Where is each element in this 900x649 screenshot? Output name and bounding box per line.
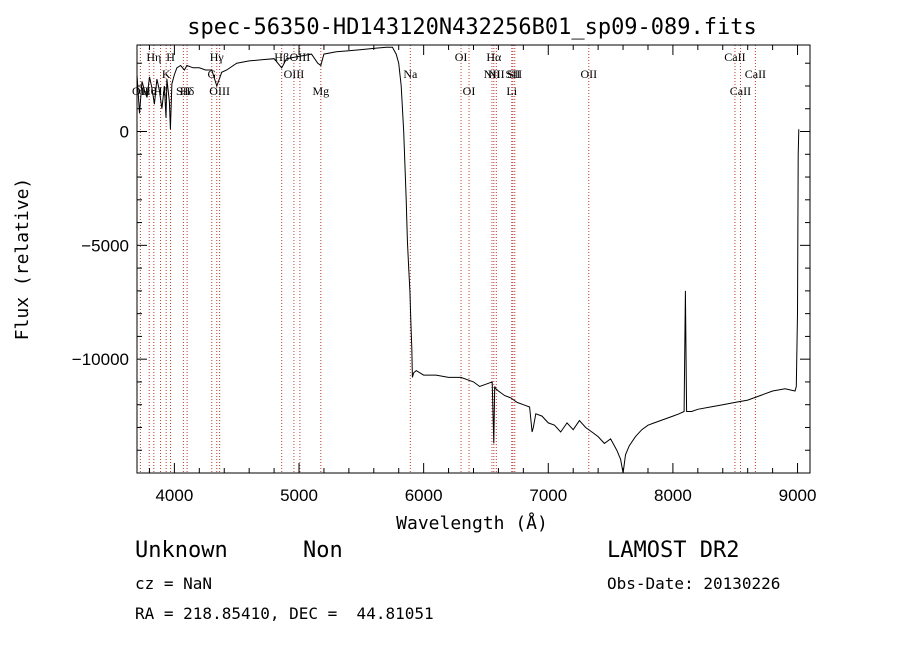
y-tick-label-0: 0 xyxy=(120,123,129,142)
x-tick-label-4000: 4000 xyxy=(155,486,193,505)
x-axis: 4000 5000 6000 7000 8000 9000 xyxy=(148,45,817,505)
y-tick-label--5000: −5000 xyxy=(81,236,129,255)
spectral-marker-label-4: K xyxy=(162,67,171,81)
footer-coordinates: RA = 218.85410, DEC = 44.81051 xyxy=(135,604,434,623)
spectral-marker-label-18: NII xyxy=(484,67,501,81)
spectral-marker-label-0: OII xyxy=(132,84,149,98)
spectral-marker-label-5: H xyxy=(166,50,175,64)
spectral-marker-label-14: Mg xyxy=(312,84,329,98)
x-tick-label-6000: 6000 xyxy=(405,486,443,505)
spectral-marker-label-3: Hζ xyxy=(154,84,168,98)
spectral-marker-label-6: SII xyxy=(176,84,191,98)
spectral-marker-label-16: OI xyxy=(455,50,468,64)
plot-frame xyxy=(136,44,811,474)
footer-survey: LAMOST DR2 xyxy=(607,538,740,563)
y-axis: 0 −5000 −10000 xyxy=(72,62,810,451)
y-tick-label--10000: −10000 xyxy=(72,350,129,369)
spectral-marker-label-27: CaII xyxy=(745,67,766,81)
spectral-marker-label-17: OI xyxy=(463,84,476,98)
x-axis-label: Wavelength (Å) xyxy=(396,512,548,534)
spectral-marker-label-12: OIII xyxy=(284,67,305,81)
x-tick-label-5000: 5000 xyxy=(280,486,318,505)
spectral-marker-label-11: Hβ xyxy=(274,50,289,64)
spectral-marker-label-26: CaII xyxy=(730,84,751,98)
spectral-marker-label-10: OIII xyxy=(209,84,230,98)
chart-title: spec-56350-HD143120N432256B01_sp09-089.f… xyxy=(187,15,757,40)
spectral-marker-label-25: CaII xyxy=(724,50,745,64)
footer-obs-date: Obs-Date: 20130226 xyxy=(607,574,781,593)
footer-subclass: Non xyxy=(303,538,343,563)
spectral-line-markers xyxy=(139,45,756,473)
spectral-marker-label-1: Hθ xyxy=(142,84,157,98)
spectral-marker-label-24: OII xyxy=(580,67,597,81)
spectral-marker-label-22: SII xyxy=(506,67,521,81)
x-tick-label-9000: 9000 xyxy=(779,486,817,505)
footer-class: Unknown xyxy=(135,538,228,563)
spectral-marker-label-20: NII xyxy=(488,67,505,81)
spectral-marker-label-7: Hδ xyxy=(180,84,195,98)
spectral-marker-label-21: Li xyxy=(506,84,517,98)
spectral-marker-label-8: G xyxy=(207,67,216,81)
spectral-marker-label-2: Hη xyxy=(146,50,161,64)
spectrum-series-line xyxy=(136,46,800,474)
x-tick-label-7000: 7000 xyxy=(529,486,567,505)
spectral-marker-label-9: Hγ xyxy=(210,50,225,64)
footer-cz: cz = NaN xyxy=(135,574,213,593)
spectral-marker-label-23: SII xyxy=(507,67,522,81)
x-tick-label-8000: 8000 xyxy=(654,486,692,505)
spectral-marker-label-13: OIII xyxy=(290,50,311,64)
spectral-marker-label-19: Hα xyxy=(486,50,502,64)
spectral-line-labels: OIIHθHηHζKHSIIHδGHγOIIIHβOIIIOIIIMgNaOIO… xyxy=(132,50,766,98)
y-axis-label: Flux (relative) xyxy=(12,178,33,341)
spectral-marker-label-15: Na xyxy=(403,67,418,81)
